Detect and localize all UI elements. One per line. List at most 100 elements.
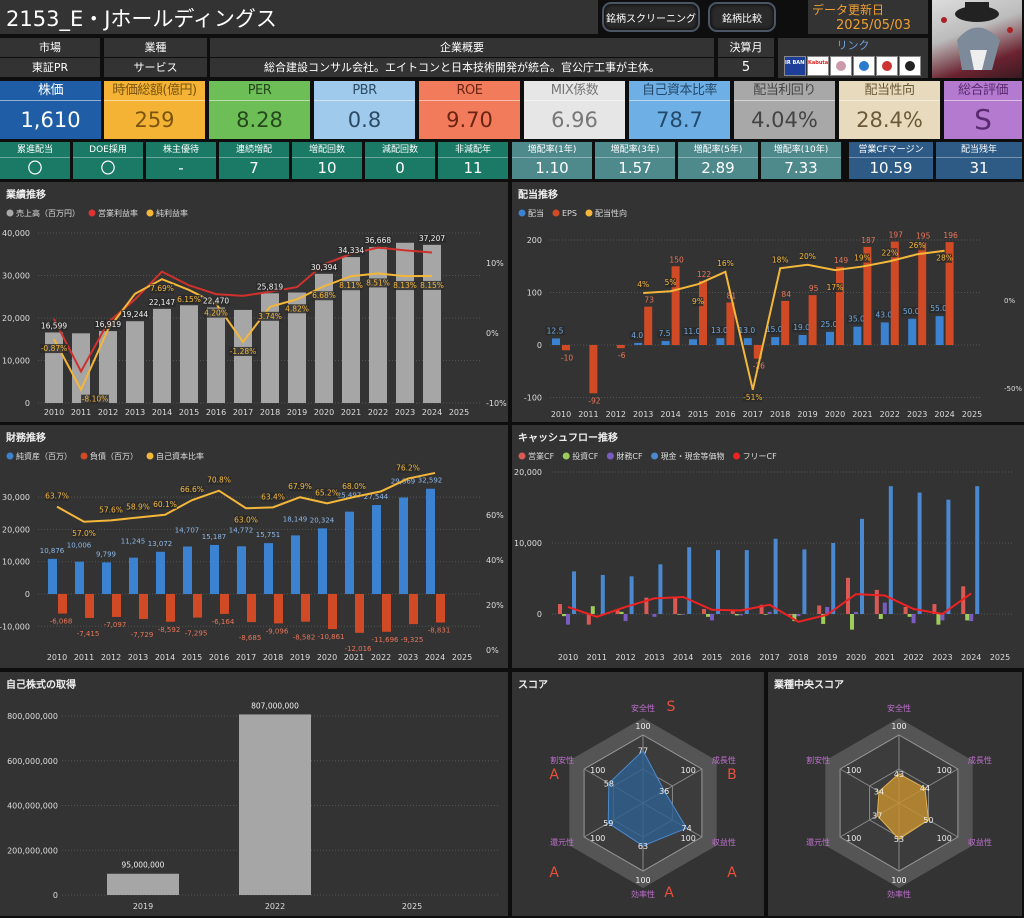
label-bg bbox=[743, 392, 763, 402]
y-tick-label: 20,000 bbox=[2, 314, 30, 323]
link-icon-3[interactable] bbox=[853, 55, 875, 76]
free-cf-line bbox=[567, 592, 972, 623]
label-bg bbox=[202, 296, 230, 306]
radar-grade: A bbox=[664, 885, 674, 901]
sales-label: 30,394 bbox=[311, 263, 337, 272]
liabilities-bar bbox=[301, 594, 310, 622]
industry-score-title: 業種中央スコア bbox=[774, 680, 844, 691]
legend-label: フリーCF bbox=[743, 452, 778, 461]
stat-cell: 減配回数 0 bbox=[365, 142, 435, 179]
net-assets-label: 15,187 bbox=[202, 533, 227, 541]
eps-bar bbox=[753, 345, 762, 359]
sales-bar bbox=[207, 307, 225, 403]
x-tick-label: 2011 bbox=[578, 410, 598, 419]
stock-screening-button[interactable]: 銘柄スクリーニング bbox=[602, 2, 700, 32]
irbank-link-icon[interactable]: IR BANK bbox=[784, 55, 806, 76]
net-margin-label: 7.69% bbox=[150, 284, 174, 293]
investing-cf-bar bbox=[763, 614, 768, 615]
label-bg bbox=[819, 319, 839, 329]
x-tick-label: 2022 bbox=[903, 653, 923, 662]
x-tick-label: 2015 bbox=[688, 410, 708, 419]
radar-axis-label: 還元性 bbox=[550, 837, 574, 847]
stat-label: 増配回数 bbox=[292, 142, 362, 158]
stat-value: 0 bbox=[395, 159, 405, 177]
legend-label: 財務CF bbox=[616, 451, 643, 461]
dividend-label: 7.5 bbox=[659, 329, 671, 338]
label-bg bbox=[204, 308, 228, 318]
x-tick-label: 2024 bbox=[961, 653, 981, 662]
sales-bar bbox=[288, 292, 306, 403]
radar-grade: B bbox=[727, 767, 737, 783]
net-assets-bar bbox=[318, 528, 327, 594]
legend-marker bbox=[80, 452, 88, 460]
label-bg bbox=[901, 306, 921, 316]
kabutan-link-icon[interactable]: Kabutan bbox=[807, 55, 829, 76]
sales-bar bbox=[99, 331, 117, 403]
eps-label: -10 bbox=[561, 353, 573, 362]
liabilities-bar bbox=[166, 594, 175, 622]
link-icon-2[interactable] bbox=[830, 55, 852, 76]
performance-panel: 業績推移 売上高（百万円） 営業利益率 純利益率 0 10,000 20,000 30,000… bbox=[0, 182, 508, 422]
x-tick-label: 2015 bbox=[702, 653, 722, 662]
stat-label: 株主優待 bbox=[146, 142, 216, 158]
liabilities-label: -10,861 bbox=[317, 633, 344, 641]
liabilities-label: -6,164 bbox=[212, 618, 235, 626]
stat-value: 10 bbox=[317, 159, 337, 177]
liabilities-label: -11,696 bbox=[371, 636, 399, 644]
net-assets-bar bbox=[75, 561, 84, 594]
stat-cell: 営業CFマージン 10.59 bbox=[849, 142, 933, 179]
radar-max-label: 100 bbox=[846, 766, 861, 775]
x-tick-label: 2017 bbox=[236, 653, 256, 662]
radar-area bbox=[607, 749, 688, 847]
y-tick-label: 20,000 bbox=[514, 468, 542, 477]
legend-label: 配当 bbox=[528, 208, 544, 218]
link-icon-4[interactable] bbox=[876, 55, 898, 76]
sales-label: 34,334 bbox=[338, 246, 364, 255]
dividend-label: 4.0 bbox=[631, 331, 643, 340]
financing-cf-bar bbox=[796, 614, 801, 617]
net-margin-line bbox=[53, 272, 433, 392]
buyback-title: 自己株式の取得 bbox=[6, 680, 76, 691]
sales-label: 36,668 bbox=[365, 236, 391, 245]
eps-bar bbox=[589, 345, 598, 394]
net-assets-label: 14,707 bbox=[175, 526, 200, 534]
legend-label: 配当性向 bbox=[595, 208, 627, 218]
eps-label: 196 bbox=[943, 231, 958, 240]
operating-cf-bar bbox=[702, 609, 706, 614]
link-icon-5[interactable] bbox=[899, 55, 921, 76]
cash-bar bbox=[629, 576, 634, 614]
liabilities-label: -12,016 bbox=[344, 645, 372, 653]
x-tick-label: 2022 bbox=[880, 410, 900, 419]
label-bg bbox=[637, 279, 649, 289]
y-tick-label: 30,000 bbox=[2, 272, 30, 281]
eps-bar bbox=[890, 241, 899, 345]
label-bg bbox=[418, 233, 446, 243]
x-tick-label: 2025 bbox=[402, 902, 422, 911]
net-assets-bar bbox=[264, 543, 273, 594]
x-tick-label: 2023 bbox=[398, 653, 418, 662]
x-tick-label: 2024 bbox=[422, 408, 442, 417]
stock-compare-button[interactable]: 銘柄比較 bbox=[708, 2, 776, 32]
x-tick-label: 2025 bbox=[990, 653, 1010, 662]
cashflow-chart: 営業CF 投資CF 財務CF 現金・現金等価物 フリーCF 0 10,000 20,000 20… bbox=[514, 451, 1012, 662]
stat-value: 7.33 bbox=[784, 159, 818, 177]
x-tick-label: 2024 bbox=[425, 653, 445, 662]
buyback-label: 807,000,000 bbox=[251, 701, 299, 710]
x-tick-label: 2010 bbox=[558, 653, 578, 662]
sales-bar bbox=[180, 305, 198, 403]
investing-cf-bar bbox=[677, 614, 682, 615]
sales-label: 16,919 bbox=[95, 320, 121, 329]
stat-cell: 連続増配 7 bbox=[219, 142, 289, 179]
label-bg bbox=[629, 330, 645, 340]
x-tick-label: 2011 bbox=[74, 653, 94, 662]
stat-label: 減配回数 bbox=[365, 142, 435, 158]
investing-cf-bar bbox=[706, 614, 710, 617]
eps-bar bbox=[945, 242, 954, 345]
eps-label: 150 bbox=[669, 255, 684, 264]
eps-label: 149 bbox=[834, 256, 849, 265]
radar-axis-label: 効率性 bbox=[887, 889, 911, 899]
x-tick-label: 2018 bbox=[260, 408, 280, 417]
label-bg bbox=[177, 294, 201, 304]
net-assets-bar bbox=[48, 558, 57, 594]
sales-bar bbox=[72, 333, 90, 403]
